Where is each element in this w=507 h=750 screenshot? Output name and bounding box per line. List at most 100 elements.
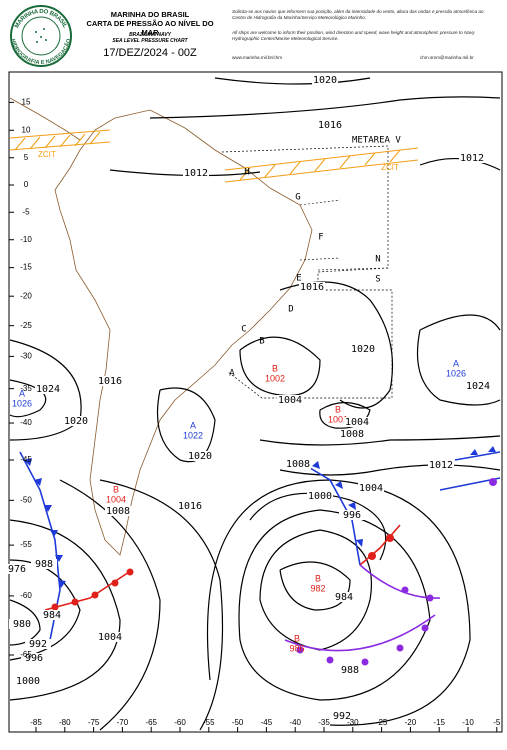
center-type: B [294, 633, 300, 643]
isobar-label: 1012 [460, 153, 484, 164]
isobar-label: 1016 [318, 120, 342, 131]
lon-tick-label: -35 [318, 718, 330, 727]
center-value: 986 [289, 643, 304, 653]
center-type: A [453, 358, 459, 368]
isobar-label-bg [329, 711, 355, 721]
isobar-label-bg [358, 483, 384, 493]
isobar-label: 984 [43, 610, 61, 621]
isobar-label-bg [25, 639, 51, 649]
lon-tick-label: -50 [232, 718, 244, 727]
lon-tick-label: -40 [289, 718, 301, 727]
center-type: B [315, 573, 321, 583]
metarea-boundary [221, 145, 393, 399]
center-value: 1022 [183, 430, 203, 440]
isobar-label: 1024 [466, 381, 490, 392]
lat-tick-label: 10 [22, 125, 31, 134]
isobar-label-bg [15, 676, 41, 686]
lon-tick-label: -25 [376, 718, 388, 727]
center-value: 1026 [446, 368, 466, 378]
isobar-label-bg [4, 564, 30, 574]
isobar-label: 1004 [345, 417, 369, 428]
area-boundary [299, 199, 389, 271]
front-symbols [296, 478, 497, 666]
isobar-label: 1020 [313, 75, 337, 86]
isobar-label-bg [63, 416, 89, 426]
lon-tick-label: -75 [88, 718, 100, 727]
lon-tick-label: -65 [145, 718, 157, 727]
isobar-label-bg [350, 344, 376, 354]
fronts [19, 451, 501, 652]
isobar-label: 980 [13, 619, 31, 630]
title: CARTA DE PRESSÃO AO NÍVEL DO MAR [86, 19, 214, 37]
area-label: B [259, 337, 264, 347]
lon-tick-label: -85 [30, 718, 42, 727]
isobar-label: 1012 [429, 460, 453, 471]
isobar-label: 1008 [106, 506, 130, 517]
isobar-label: 1000 [16, 676, 40, 687]
area-label: H [244, 168, 249, 178]
coastline [9, 97, 81, 141]
isobar-label-bg [317, 120, 343, 130]
lon-tick-label: -30 [347, 718, 359, 727]
isobar-label-bg [285, 459, 311, 469]
isobar-label: 1020 [64, 416, 88, 427]
isobar-label-bg [35, 384, 61, 394]
isobar-label-bg [465, 381, 491, 391]
lat-tick-label: -45 [20, 455, 32, 464]
lat-tick-label: -55 [20, 540, 32, 549]
isobar-label-bg [105, 506, 131, 516]
lat-tick-label: 15 [22, 97, 31, 106]
center-value: 1004 [106, 494, 126, 504]
isobar-label: 976 [8, 564, 26, 575]
lon-tick-label: -80 [59, 718, 71, 727]
isobar-label-bg [428, 460, 454, 470]
isobar-label: 1004 [359, 483, 383, 494]
isobar-label-bg [339, 429, 365, 439]
lat-tick-label: 5 [24, 153, 29, 162]
isobar-label-bg [21, 653, 47, 663]
lat-tick-label: -10 [20, 235, 32, 244]
isobar-label: 992 [333, 711, 351, 722]
area-label: F [318, 233, 323, 243]
isobar-label-bg [344, 417, 370, 427]
isobar-label: 1020 [351, 344, 375, 355]
isobar-label-bg [337, 665, 363, 675]
isobar-label-bg [177, 501, 203, 511]
isobar-label-bg [459, 153, 485, 163]
isobar-label: 1016 [178, 501, 202, 512]
center-type: A [19, 388, 25, 398]
isobar-label: 1000 [308, 491, 332, 502]
isobar-label-bg [97, 376, 123, 386]
lat-tick-label: -40 [20, 418, 32, 427]
website: www.marinha.mil.br/chm [232, 55, 283, 60]
center-value: 982 [310, 583, 325, 593]
lat-tick-label: -20 [20, 291, 32, 300]
lat-tick-label: 0 [24, 180, 29, 189]
isobar-label-bg [299, 282, 325, 292]
area-label: C [241, 325, 246, 335]
center-type: B [272, 363, 278, 373]
lat-tick-label: -50 [20, 495, 32, 504]
isobar-label-bg [339, 510, 365, 520]
isobar-label-bg [39, 610, 65, 620]
lon-tick-label: -10 [462, 718, 474, 727]
area-label: A [229, 369, 235, 379]
center-value: 1001 [328, 414, 348, 424]
isobar-label: 1016 [300, 282, 324, 293]
isobar-label: 996 [25, 653, 43, 664]
isobar-label-bg [9, 619, 35, 629]
lon-tick-label: -5 [493, 718, 501, 727]
datetime: 17/DEZ/2024 - 00Z [103, 47, 197, 59]
itcz-label: ZCIT [381, 163, 399, 172]
front-symbols [24, 446, 496, 618]
area-label: G [295, 193, 300, 203]
isobar-label: 1020 [188, 451, 212, 462]
lat-tick-label: -30 [20, 351, 32, 360]
notice-pt: Solicita-se aos navios que informem sua … [232, 9, 484, 20]
isobar-label: 1008 [286, 459, 310, 470]
lon-tick-label: -60 [174, 718, 186, 727]
lat-tick-label: -15 [20, 263, 32, 272]
isobar-label: 1012 [184, 168, 208, 179]
